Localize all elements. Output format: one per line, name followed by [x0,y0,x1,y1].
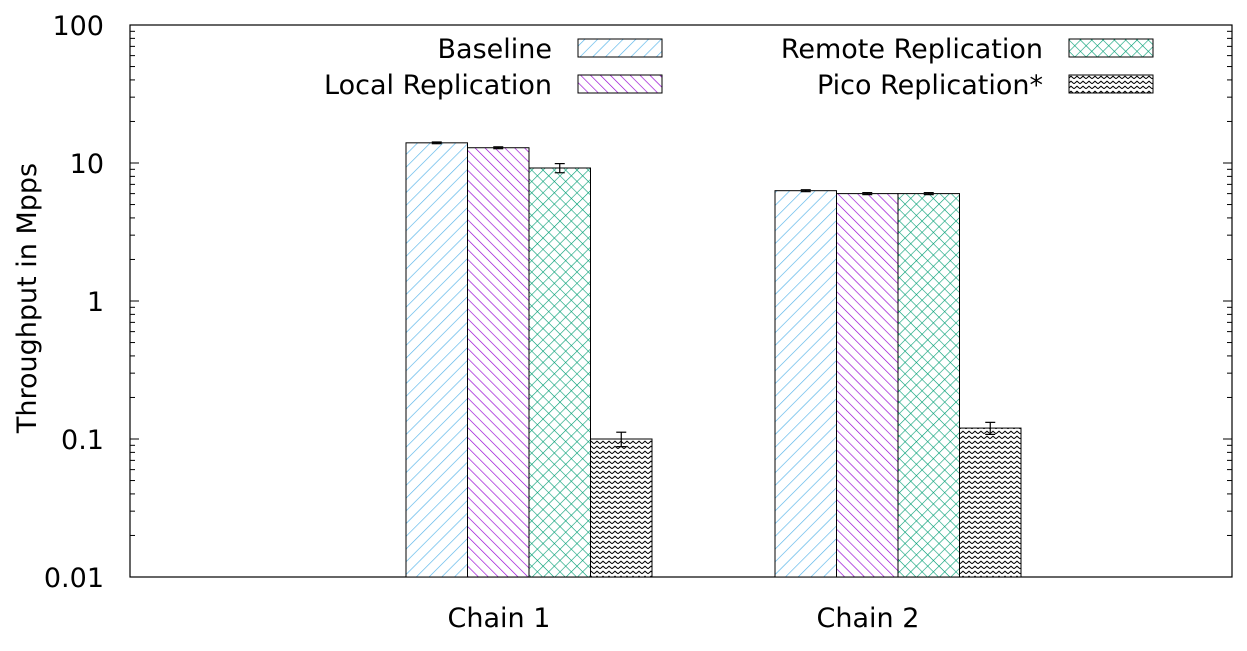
legend-label: Remote Replication [781,34,1043,65]
legend: Baseline Local Replication Remote Replicat… [324,34,1154,101]
legend-item: Local Replication [324,70,663,101]
legend-item: Baseline [438,34,663,65]
legend-swatch [1068,38,1154,58]
bar-3-1 [528,167,591,578]
y-axis-label: Throughput in Mpps [12,163,43,434]
error-bar [923,192,934,196]
x-category-label: Chain 2 [817,603,920,634]
legend-swatch [1068,74,1154,94]
bar-groups [405,141,1022,578]
legend-swatch [577,74,663,94]
legend-label: Baseline [438,34,552,65]
y-tick-label: 1 [87,287,104,318]
error-bar [493,146,504,150]
bar-1-2 [774,190,837,578]
error-bar [616,431,627,448]
bar-3-2 [897,193,960,578]
error-bar [985,421,996,435]
x-axis-categories: Chain 1 Chain 2 [448,603,920,634]
error-bar [862,192,873,196]
bar-4-1 [590,438,653,578]
error-bar [431,141,442,145]
bar-4-2 [959,427,1022,578]
legend-item: Pico Replication* [817,70,1154,101]
error-bar [800,189,811,193]
legend-swatch [577,38,663,58]
legend-label: Pico Replication* [817,70,1043,101]
y-axis: 100 10 1 0.1 0.01 [44,11,1232,594]
x-category-label: Chain 1 [448,603,551,634]
y-tick-label: 0.1 [61,425,104,456]
plot-frame [129,24,1233,578]
legend-label: Local Replication [324,70,552,101]
bar-2-1 [467,147,530,578]
y-tick-label: 10 [70,149,104,180]
y-tick-label: 0.01 [44,563,104,594]
error-bar [554,163,565,174]
bar-2-2 [836,193,899,578]
y-tick-label: 100 [52,11,104,42]
bar-1-1 [405,142,468,578]
legend-item: Remote Replication [781,34,1154,65]
